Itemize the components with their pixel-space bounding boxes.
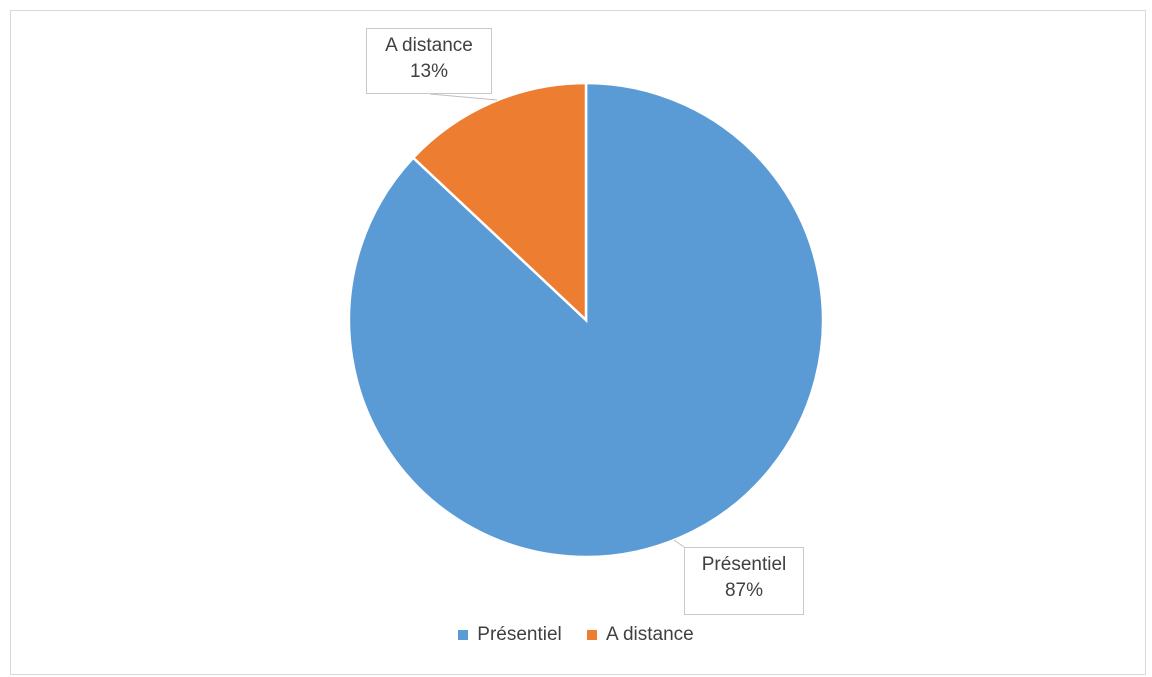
legend-swatch-a-distance (587, 630, 598, 640)
data-label-presentiel-value: 87% (724, 580, 764, 601)
legend: Présentiel A distance (0, 624, 1152, 646)
data-label-a-distance-category: A distance (385, 35, 473, 56)
pie-slices (347, 81, 825, 559)
pie-slice-a-distance (411, 81, 588, 323)
legend-label-presentiel: Présentiel (477, 624, 562, 645)
legend-item-a-distance: A distance (587, 624, 694, 646)
leader-line-presentiel (673, 539, 685, 548)
data-label-a-distance: A distance 13% (366, 28, 492, 94)
leader-lines (429, 93, 685, 548)
legend-label-a-distance: A distance (606, 624, 694, 645)
data-label-presentiel: Présentiel 87% (684, 547, 804, 615)
legend-item-presentiel: Présentiel (458, 624, 562, 646)
data-label-presentiel-category: Présentiel (701, 554, 787, 575)
leader-line-a-distance (429, 93, 498, 101)
legend-swatch-presentiel (458, 630, 469, 640)
data-label-a-distance-value: 13% (409, 61, 449, 82)
